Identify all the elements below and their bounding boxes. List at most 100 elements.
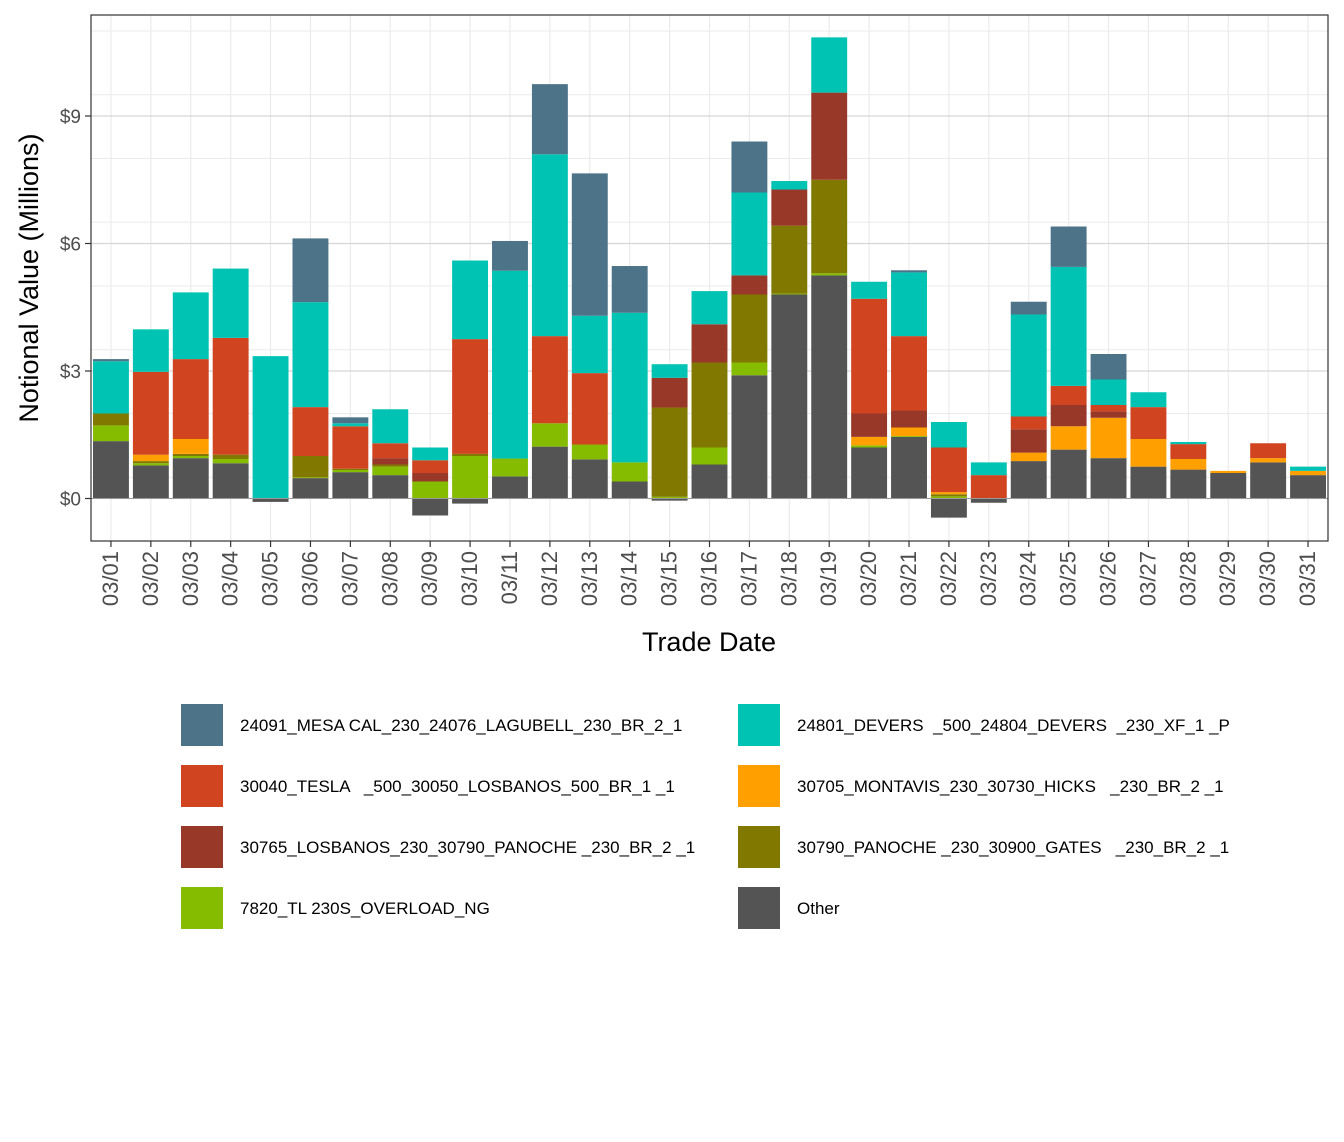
- x-tick-label: 03/24: [1016, 551, 1041, 606]
- bar-segment-24801-03-16: [691, 291, 728, 325]
- x-tick-label: 03/16: [697, 551, 722, 606]
- bar-segment-7820-03-03: [172, 456, 209, 459]
- bar-segment-other-03-12: [531, 446, 568, 499]
- legend-swatch: [181, 765, 223, 807]
- bar-segment-other-03-14: [611, 481, 648, 499]
- bar-segment-30765-03-16: [691, 324, 728, 363]
- legend-label: 30040_TESLA _500_30050_LOSBANOS_500_BR_1…: [240, 777, 675, 796]
- x-tick-label: 03/02: [138, 551, 163, 606]
- y-tick-label: $0: [60, 490, 81, 511]
- bar-segment-30765-03-08: [372, 458, 409, 465]
- bar-segment-7820-03-09: [412, 481, 449, 499]
- x-tick-label: 03/06: [297, 551, 322, 606]
- x-tick-label: 03/13: [577, 551, 602, 606]
- legend-label: 30790_PANOCHE _230_30900_GATES _230_BR_2…: [797, 838, 1229, 857]
- bar-segment-24801-03-26: [1090, 379, 1127, 405]
- bar-segment-30705-03-25: [1050, 426, 1087, 450]
- bar-segment-24091-03-11: [492, 240, 528, 271]
- bar-segment-24091-03-21: [891, 270, 927, 273]
- bar-segment-24801-03-03: [172, 292, 209, 360]
- bar-segment-24801-03-10: [452, 260, 489, 340]
- legend-swatch: [181, 704, 223, 746]
- bar-segment-24801-03-06: [292, 302, 329, 408]
- x-tick-label: 03/27: [1135, 551, 1160, 606]
- x-tick-label: 03/15: [657, 551, 682, 606]
- bar-segment-other-03-29: [1210, 473, 1247, 499]
- legend-item-24801: 24801_DEVERS _500_24804_DEVERS _230_XF_1…: [738, 704, 1230, 746]
- legend-label: 24091_MESA CAL_230_24076_LAGUBELL_230_BR…: [240, 716, 682, 735]
- bar-segment-7820-03-21: [891, 436, 927, 437]
- bar-segment-7820-03-20: [851, 445, 888, 448]
- bar-segment-30765-03-20: [851, 413, 888, 437]
- bar-segment-other-03-26: [1090, 458, 1127, 499]
- bar-segment-24801-03-08: [372, 409, 409, 444]
- bar-segment-30790-03-18: [771, 225, 808, 294]
- legend: 24091_MESA CAL_230_24076_LAGUBELL_230_BR…: [181, 704, 1230, 929]
- bar-segment-30040-03-25: [1050, 385, 1087, 406]
- legend-swatch: [181, 826, 223, 868]
- x-tick-label: 03/10: [457, 551, 482, 606]
- legend-swatch: [181, 887, 223, 929]
- bar-segment-other-03-08: [372, 475, 409, 499]
- bar-segment-24801-03-09: [412, 447, 449, 461]
- legend-item-7820: 7820_TL 230S_OVERLOAD_NG: [181, 887, 490, 929]
- x-tick-label: 03/07: [337, 551, 362, 606]
- bar-segment-7820-03-14: [611, 462, 648, 482]
- legend-swatch: [738, 826, 780, 868]
- bar-segment-30705-03-26: [1090, 417, 1127, 459]
- bar-segment-24091-03-12: [531, 84, 568, 155]
- bars-layer: [91, 37, 1328, 518]
- bar-segment-30790-03-19: [811, 179, 848, 274]
- x-tick-label: 03/21: [896, 551, 921, 606]
- bar-segment-7820-03-17: [731, 362, 768, 376]
- bar-segment-7820-03-04: [212, 458, 249, 464]
- x-axis: 03/01 03/02 03/03 03/04 03/05 03/06 03/07 03/08…: [98, 541, 1320, 606]
- x-tick-label: 03/28: [1175, 551, 1200, 606]
- x-tick-label: 03/01: [98, 551, 123, 606]
- bar-segment-30040-03-21: [891, 336, 927, 411]
- x-tick-label: 03/19: [816, 551, 841, 606]
- bar-segment-24801-03-07: [332, 423, 369, 427]
- bar-segment-30040-03-24: [1010, 416, 1047, 430]
- bar-segment-24091-03-17: [731, 141, 768, 193]
- bar-segment-30705-03-20: [851, 436, 888, 446]
- bar-segment-30040-03-22: [930, 447, 967, 493]
- legend-swatch: [738, 765, 780, 807]
- legend-label: 30765_LOSBANOS_230_30790_PANOCHE _230_BR…: [240, 838, 695, 857]
- bar-segment-30765-03-19: [811, 92, 848, 180]
- bar-segment-7820-03-02: [132, 463, 169, 466]
- bar-segment-30705-03-28: [1170, 458, 1207, 470]
- x-tick-label: 03/30: [1255, 551, 1280, 606]
- bar-segment-24801-03-27: [1130, 392, 1167, 408]
- bar-segment-30705-03-31: [1290, 470, 1326, 476]
- bar-segment-24801-03-22: [930, 422, 967, 448]
- bar-segment-24091-03-24: [1010, 301, 1047, 315]
- bar-segment-other-03-24: [1010, 461, 1047, 499]
- bar-segment-24091-03-13: [571, 173, 608, 316]
- bar-segment-7820-03-22: [930, 496, 967, 499]
- bar-segment-30705-03-03: [172, 439, 209, 454]
- bar-segment-7820-03-12: [531, 423, 568, 447]
- x-tick-label: 03/04: [218, 551, 243, 606]
- bar-segment-other-03-04: [212, 463, 249, 499]
- bar-segment-24801-03-11: [492, 270, 528, 459]
- bar-segment-30040-03-13: [571, 373, 608, 445]
- bar-segment-7820-03-15: [651, 496, 688, 499]
- x-tick-label: 03/20: [856, 551, 881, 606]
- bar-segment-30705-03-24: [1010, 452, 1047, 462]
- x-tick-label: 03/22: [936, 551, 961, 606]
- bar-segment-24091-03-25: [1050, 226, 1087, 267]
- bar-segment-30040-03-08: [372, 443, 409, 459]
- bar-segment-24801-03-01: [93, 361, 129, 414]
- bar-segment-7820-03-01: [93, 425, 129, 442]
- bar-segment-30765-03-17: [731, 275, 768, 295]
- bar-segment-other-03-02: [132, 465, 169, 499]
- bar-segment-24801-03-31: [1290, 466, 1326, 471]
- bar-segment-other-03-09: [412, 498, 449, 516]
- x-tick-label: 03/29: [1215, 551, 1240, 606]
- bar-segment-other-03-20: [851, 447, 888, 499]
- bar-segment-24801-03-12: [531, 154, 568, 337]
- bar-segment-other-03-25: [1050, 449, 1087, 499]
- legend-item-24091: 24091_MESA CAL_230_24076_LAGUBELL_230_BR…: [181, 704, 682, 746]
- x-tick-label: 03/31: [1295, 551, 1320, 606]
